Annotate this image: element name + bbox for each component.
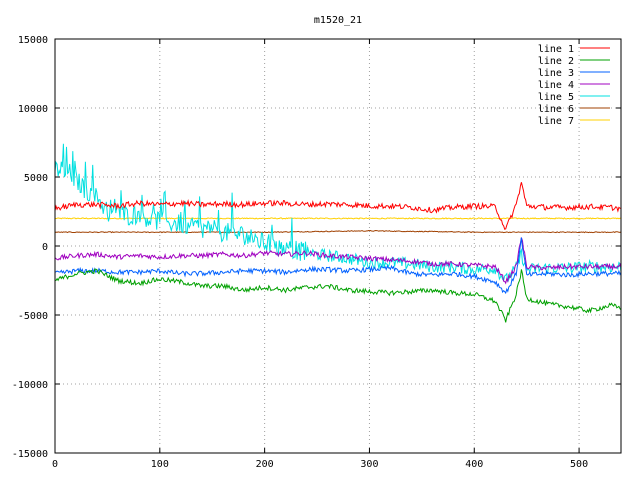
legend-label: line 7 xyxy=(538,116,574,127)
series-line-6 xyxy=(54,229,622,234)
series-group xyxy=(54,143,622,323)
chart-title: m1520_21 xyxy=(314,15,362,26)
x-tick-label: 400 xyxy=(465,459,483,470)
series-line-3 xyxy=(54,237,622,295)
legend-label: line 1 xyxy=(538,44,574,55)
x-tick-label: 0 xyxy=(52,459,58,470)
y-tick-label: 5000 xyxy=(24,173,48,184)
y-tick-label: 10000 xyxy=(18,104,48,115)
x-tick-label: 500 xyxy=(570,459,588,470)
y-tick-label: -15000 xyxy=(12,449,48,460)
y-tick-label: 0 xyxy=(42,242,48,253)
legend-label: line 2 xyxy=(538,56,574,67)
series-line-1 xyxy=(54,182,621,230)
series-line-2 xyxy=(55,268,622,323)
x-tick-label: 200 xyxy=(256,459,274,470)
y-tick-label: -5000 xyxy=(18,311,48,322)
legend-label: line 4 xyxy=(538,80,574,91)
series-line-7 xyxy=(54,217,622,220)
legend-label: line 5 xyxy=(538,92,574,103)
x-tick-label: 100 xyxy=(151,459,169,470)
grid-lines xyxy=(55,39,621,453)
y-tick-label: 15000 xyxy=(18,35,48,46)
legend-label: line 6 xyxy=(538,104,574,115)
x-tick-label: 300 xyxy=(360,459,378,470)
series-line-4 xyxy=(54,237,622,285)
legend-label: line 3 xyxy=(538,68,574,79)
tick-marks: 0 100 200 300 400 500 -15000 -10000 -5000 0 5000 10… xyxy=(12,35,621,470)
y-tick-label: -10000 xyxy=(12,380,48,391)
series-line-5 xyxy=(54,143,622,282)
